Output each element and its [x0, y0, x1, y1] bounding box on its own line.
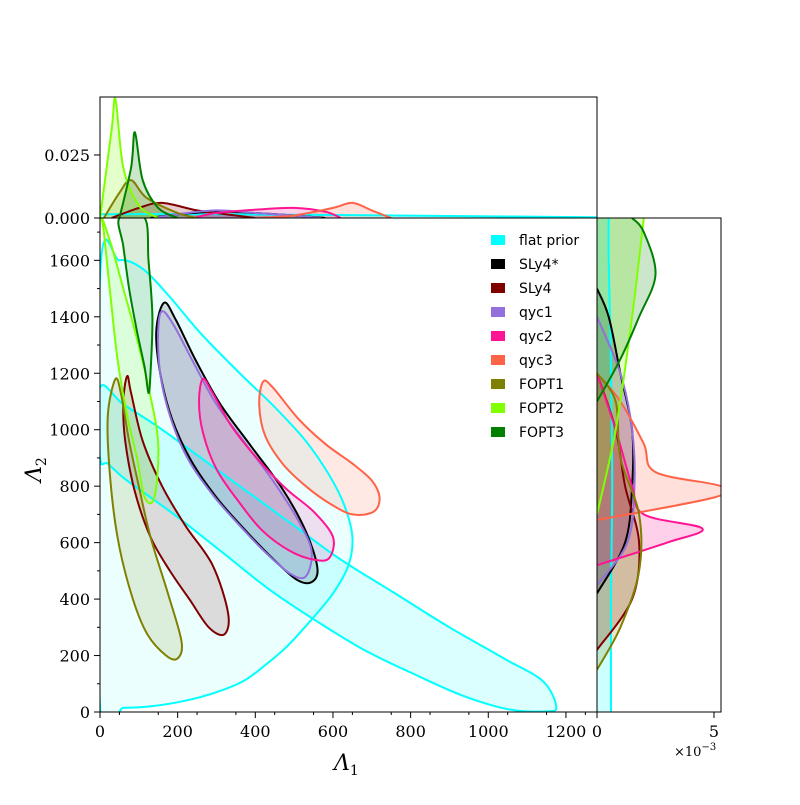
right-frame	[596, 217, 722, 713]
legend-swatch-fopt2	[491, 403, 505, 413]
y-tick-label: 800	[59, 477, 90, 496]
legend-label-sly4: SLy4	[519, 281, 552, 297]
x-tick-label: 800	[395, 722, 426, 741]
top-marginal-panel: 0.000 0.025	[44, 96, 598, 228]
right-x-tick-label: 5	[709, 722, 719, 741]
y-tick-label: 1400	[49, 308, 90, 327]
contour-fopt2	[100, 218, 160, 505]
legend-swatch-sly4	[491, 283, 505, 293]
y-tick-label: 1200	[49, 364, 90, 383]
legend-label-qyc3: qyc3	[519, 353, 553, 369]
x-tick-label: 1200	[546, 722, 587, 741]
contour-sly4	[122, 374, 230, 637]
legend-swatch-fopt3	[491, 427, 505, 437]
top-y-tick-label: 0.000	[44, 209, 90, 228]
top-density-fopt1	[103, 179, 198, 218]
top-density-qyc2	[192, 206, 342, 218]
right-density-fopt3	[597, 218, 657, 402]
legend-swatch-flat-prior	[491, 235, 505, 245]
x-axis-title: Λ1	[332, 751, 359, 779]
legend-swatch-qyc2	[491, 331, 505, 341]
y-axis-title: Λ2	[22, 457, 50, 484]
x-tick-label: 200	[162, 722, 193, 741]
x-tick-label: 1000	[468, 722, 509, 741]
right-density-fopt2	[597, 218, 645, 515]
y-tick-label: 600	[59, 534, 90, 553]
right-density-qyc1	[597, 316, 636, 586]
main-x-ticks: 0 200 400 600 800 1000 1200	[95, 712, 586, 741]
legend-swatch-qyc3	[491, 355, 505, 365]
top-density-fill-fopt2	[100, 98, 159, 218]
legend-label-sly4: SLy4*	[519, 257, 559, 273]
right-density-fill-fopt1	[597, 373, 642, 670]
legend-label-flat-prior: flat prior	[519, 233, 579, 249]
legend-swatch-sly4	[491, 259, 505, 269]
right-x-tick-label: 0	[592, 722, 602, 741]
contour-qyc2	[197, 377, 335, 562]
right-density-fill-sly4	[597, 373, 640, 650]
right-density-fill-qyc2	[597, 373, 703, 566]
top-density-sly4	[111, 201, 256, 218]
right-scale-label: ×10−3	[674, 742, 716, 760]
density-fill-fopt2	[101, 218, 159, 504]
top-y-tick-label: 0.025	[44, 146, 90, 165]
x-tick-label: 0	[95, 722, 105, 741]
legend-label-qyc2: qyc2	[519, 329, 553, 345]
contour-flat-prior-outer	[100, 238, 354, 712]
legend-label-qyc1: qyc1	[519, 305, 553, 321]
legend-label-fopt2: FOPT2	[519, 401, 564, 417]
main-panel: 0 200 400 600 800 1000 1200 0 200 400 600 800 1000 1…	[49, 217, 598, 741]
legend-label-fopt3: FOPT3	[519, 425, 564, 441]
y-tick-label: 0	[80, 703, 90, 722]
y-tick-label: 1000	[49, 421, 90, 440]
top-density-fopt2	[100, 97, 159, 218]
legend: flat prior SLy4* SLy4 qyc1 qyc2 qyc3 FOPT1 FOPT…	[491, 233, 579, 441]
x-tick-label: 600	[318, 722, 349, 741]
main-y-ticks: 0 200 400 600 800 1000 1200 1400 1600	[49, 231, 100, 722]
y-tick-label: 200	[59, 647, 90, 666]
x-tick-label: 400	[240, 722, 271, 741]
contour-fopt3	[117, 218, 154, 395]
density-fill-fopt3	[118, 218, 153, 394]
legend-swatch-fopt1	[491, 379, 505, 389]
y-tick-label: 1600	[49, 251, 90, 270]
top-density-fopt3	[118, 131, 179, 218]
top-y-ticks: 0.000 0.025	[44, 146, 100, 228]
contour-fopt1	[106, 377, 183, 661]
legend-swatch-qyc1	[491, 307, 505, 317]
density-fill-sly4	[123, 375, 229, 636]
density-fill-qyc3	[259, 380, 380, 515]
contour-qyc3	[258, 379, 381, 516]
y-tick-label: 400	[59, 590, 90, 609]
contour-qyc1	[157, 310, 313, 580]
density-fill-flat-prior	[100, 385, 557, 712]
top-density-flat-prior	[100, 213, 597, 218]
top-frame	[99, 96, 598, 219]
right-density-fopt1	[597, 372, 643, 671]
legend-label-fopt1: FOPT1	[519, 377, 564, 393]
right-density-fill-sly4	[597, 288, 634, 594]
top-density-qyc3	[255, 201, 392, 218]
